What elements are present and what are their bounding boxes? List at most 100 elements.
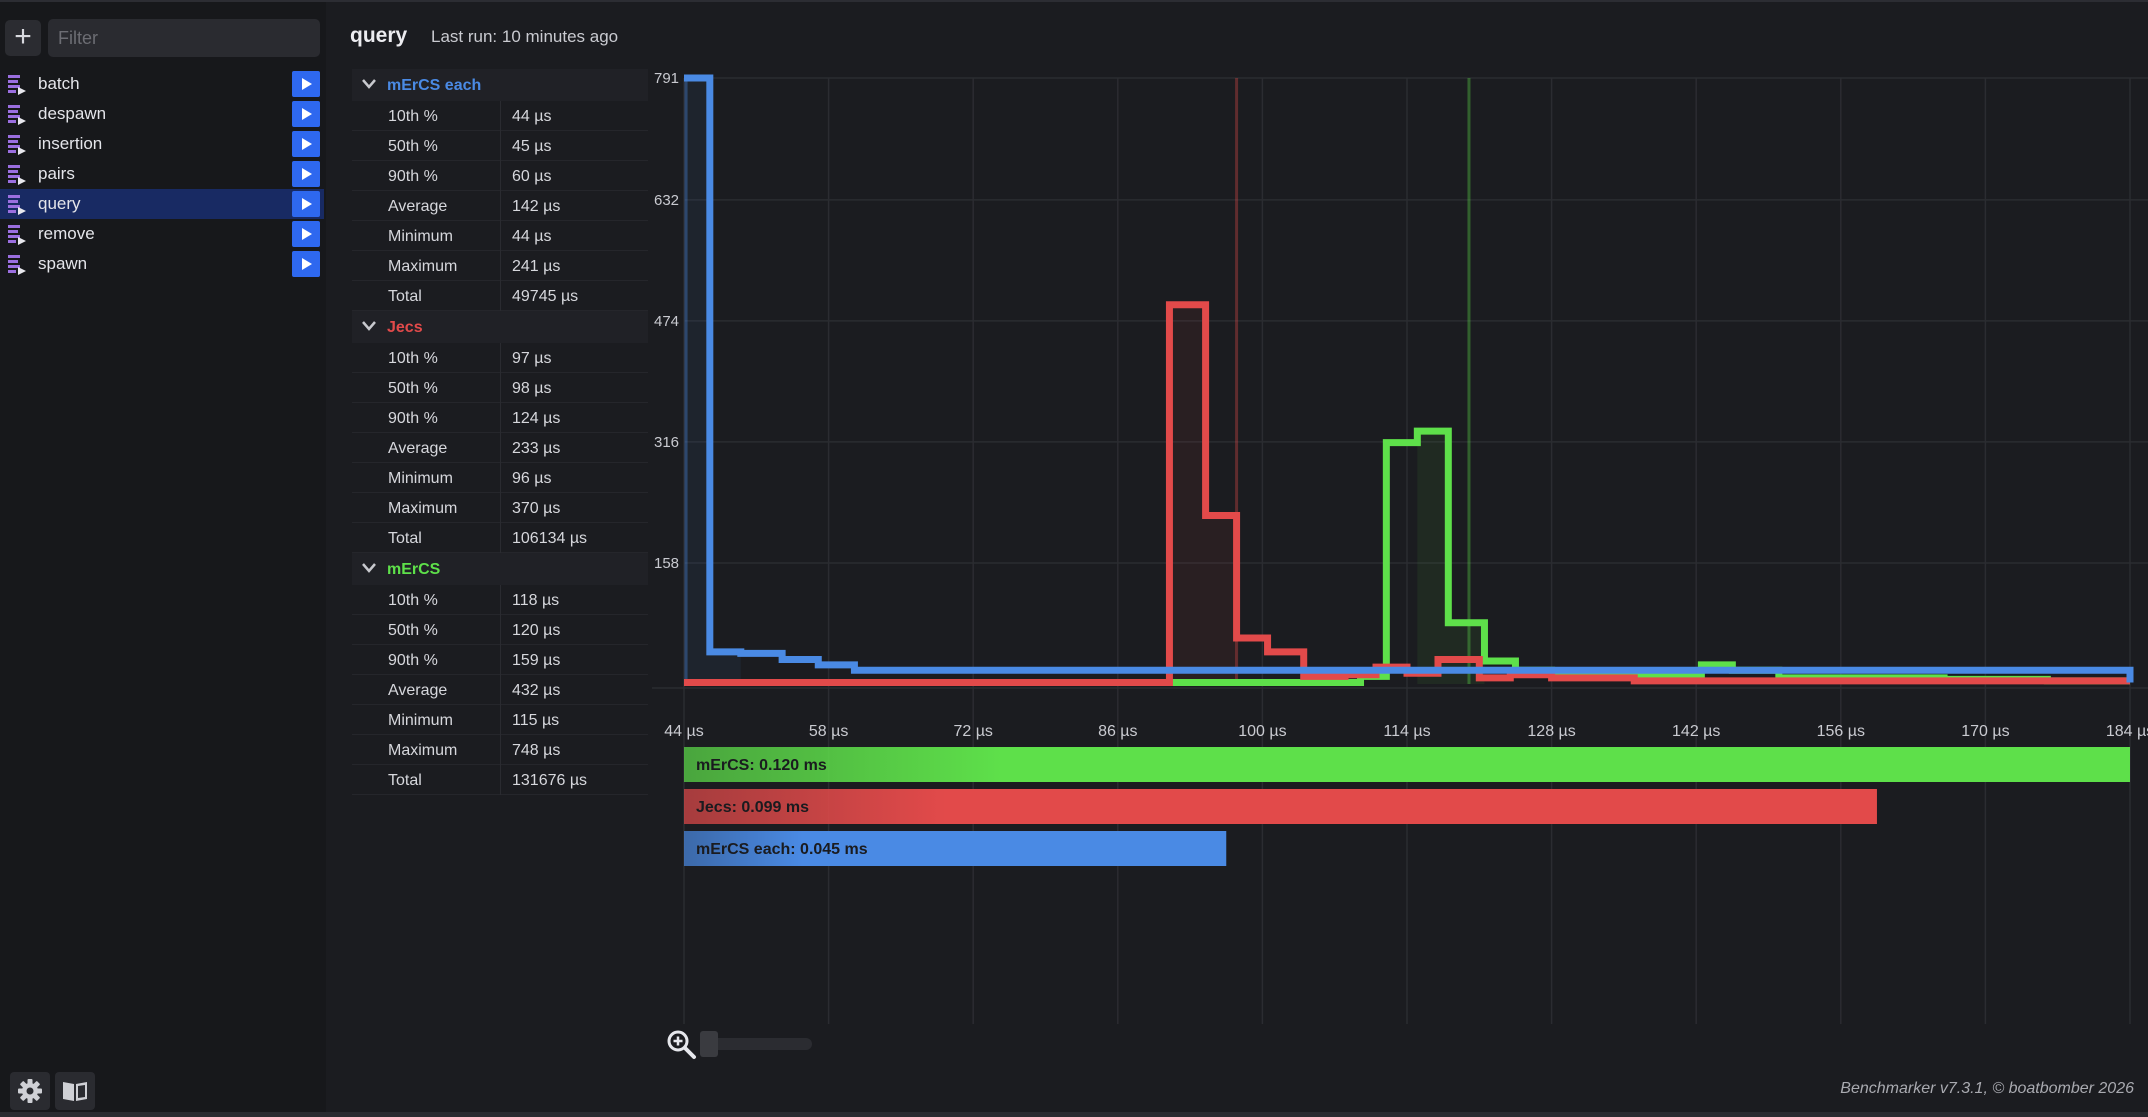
- zoom-slider-thumb[interactable]: [700, 1031, 718, 1057]
- stat-value: 44 µs: [512, 108, 552, 125]
- stat-value: 106134 µs: [512, 530, 588, 547]
- stat-value: 44 µs: [512, 228, 552, 245]
- stats-group-name: mErCS each: [387, 77, 482, 94]
- x-tick-label: 114 µs: [1383, 723, 1430, 740]
- series-fill: [684, 78, 741, 684]
- chevron-down-icon: [362, 563, 376, 573]
- stats-panel: mErCS each 10th % 44 µs 50th % 45 µs 90th % 60…: [352, 69, 648, 795]
- benchmark-file-icon: [8, 195, 26, 215]
- stat-row: Average 142 µs: [352, 191, 648, 221]
- run-benchmark-button[interactable]: [292, 221, 320, 247]
- stat-divider: [500, 585, 501, 615]
- stat-row: Maximum 748 µs: [352, 735, 648, 765]
- benchmark-item-label: remove: [38, 224, 95, 243]
- benchmark-file-icon: [8, 75, 26, 95]
- settings-button[interactable]: [10, 1072, 50, 1110]
- stat-divider: [500, 523, 501, 553]
- stat-row: 10th % 118 µs: [352, 585, 648, 615]
- stat-value: 118 µs: [512, 592, 560, 609]
- benchmark-item-label: query: [38, 194, 81, 213]
- benchmark-item-label: despawn: [38, 104, 107, 123]
- stat-row: Total 106134 µs: [352, 523, 648, 553]
- stat-value: 49745 µs: [512, 288, 579, 305]
- stat-divider: [500, 221, 501, 251]
- stat-row: 50th % 120 µs: [352, 615, 648, 645]
- footer-credit: Benchmarker v7.3.1, © boatbomber 2026: [1840, 1080, 2134, 1097]
- stat-value: 60 µs: [512, 168, 552, 185]
- y-tick-label: 316: [654, 434, 679, 451]
- stat-value: 98 µs: [512, 380, 552, 397]
- stat-value: 370 µs: [512, 500, 561, 517]
- summary-bar: [684, 747, 2130, 782]
- summary-bar-label: mErCS: 0.120 ms: [696, 757, 827, 774]
- zoom-slider-track[interactable]: [700, 1038, 812, 1050]
- stat-value: 142 µs: [512, 198, 561, 215]
- y-tick-label: 791: [654, 70, 679, 87]
- run-benchmark-button[interactable]: [292, 101, 320, 127]
- benchmark-item-insertion[interactable]: insertion: [0, 129, 324, 159]
- benchmark-list: batch despawn insertion pairs query remove spa…: [0, 69, 326, 279]
- benchmark-item-remove[interactable]: remove: [0, 219, 324, 249]
- last-run-text: Last run: 10 minutes ago: [431, 27, 619, 46]
- stat-divider: [500, 765, 501, 795]
- run-benchmark-button[interactable]: [292, 131, 320, 157]
- x-tick-label: 128 µs: [1527, 723, 1575, 740]
- stat-label: 10th %: [388, 592, 438, 609]
- benchmark-item-query[interactable]: query: [0, 189, 324, 219]
- stat-value: 233 µs: [512, 440, 561, 457]
- run-benchmark-button[interactable]: [292, 191, 320, 217]
- add-benchmark-button[interactable]: +: [5, 20, 41, 56]
- stat-divider: [500, 433, 501, 463]
- stat-label: Maximum: [388, 500, 458, 517]
- stat-value: 432 µs: [512, 682, 561, 699]
- stat-divider: [500, 493, 501, 523]
- stat-label: Average: [388, 682, 448, 699]
- stat-row: 10th % 97 µs: [352, 343, 648, 373]
- benchmark-item-pairs[interactable]: pairs: [0, 159, 324, 189]
- run-benchmark-button[interactable]: [292, 71, 320, 97]
- stats-group-header[interactable]: mErCS each: [352, 69, 648, 101]
- benchmark-item-despawn[interactable]: despawn: [0, 99, 324, 129]
- stat-row: 10th % 44 µs: [352, 101, 648, 131]
- stat-value: 241 µs: [512, 258, 561, 275]
- stat-row: 90th % 60 µs: [352, 161, 648, 191]
- benchmark-item-label: pairs: [38, 164, 75, 183]
- stat-value: 159 µs: [512, 652, 561, 669]
- filter-input[interactable]: [48, 19, 320, 57]
- summary-bar-label: Jecs: 0.099 ms: [696, 799, 809, 816]
- benchmark-item-batch[interactable]: batch: [0, 69, 324, 99]
- stat-label: Maximum: [388, 742, 458, 759]
- stat-label: 10th %: [388, 350, 438, 367]
- book-icon: [63, 1082, 87, 1101]
- x-tick-label: 184 µs: [2106, 723, 2148, 740]
- top-border: [0, 0, 2148, 2]
- summary-bar: [684, 831, 1227, 866]
- stat-value: 96 µs: [512, 470, 552, 487]
- stat-value: 748 µs: [512, 742, 561, 759]
- stat-value: 45 µs: [512, 138, 552, 155]
- x-tick-label: 44 µs: [664, 723, 703, 740]
- run-benchmark-button[interactable]: [292, 251, 320, 277]
- stat-row: 90th % 124 µs: [352, 403, 648, 433]
- stat-label: Total: [388, 772, 422, 789]
- stat-row: 50th % 98 µs: [352, 373, 648, 403]
- x-tick-label: 72 µs: [953, 723, 992, 740]
- zoom-in-icon: [667, 1030, 696, 1059]
- x-tick-label: 86 µs: [1098, 723, 1137, 740]
- stats-group-header[interactable]: Jecs: [352, 311, 648, 343]
- docs-button[interactable]: [55, 1072, 95, 1110]
- benchmark-item-spawn[interactable]: spawn: [0, 249, 324, 279]
- stat-label: 50th %: [388, 138, 438, 155]
- stat-row: Total 131676 µs: [352, 765, 648, 795]
- summary-bar: [684, 789, 1877, 824]
- y-tick-label: 158: [654, 555, 679, 572]
- stat-divider: [500, 705, 501, 735]
- stat-row: Maximum 241 µs: [352, 251, 648, 281]
- stat-label: 90th %: [388, 652, 438, 669]
- stat-label: 50th %: [388, 622, 438, 639]
- stat-divider: [500, 645, 501, 675]
- stats-group-header[interactable]: mErCS: [352, 553, 648, 585]
- run-benchmark-button[interactable]: [292, 161, 320, 187]
- stat-label: Total: [388, 530, 422, 547]
- stat-row: Minimum 96 µs: [352, 463, 648, 493]
